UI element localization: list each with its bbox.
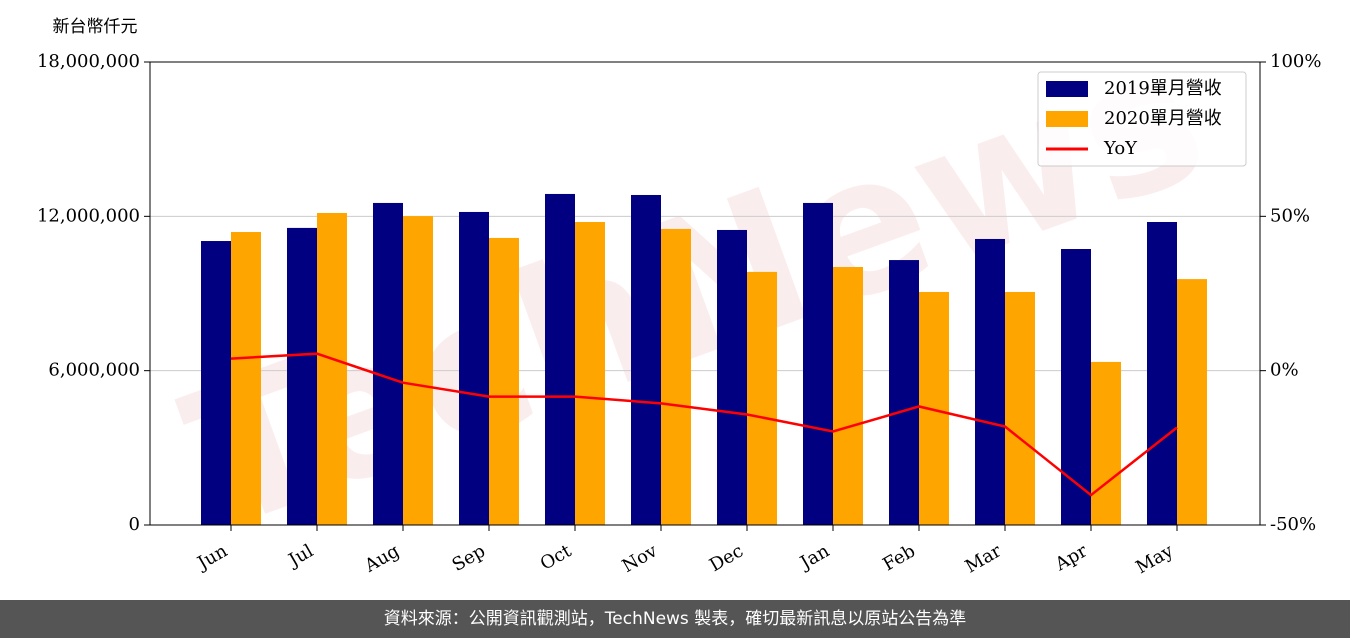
bar [231,232,261,525]
x-tick-label: Aug [360,540,403,577]
bar [459,211,489,525]
y2-tick-label: -50% [1270,514,1316,535]
x-tick-label: Feb [879,540,919,575]
x-tick-label: Jun [192,540,231,575]
bar [631,194,661,525]
x-tick-label: Dec [706,540,747,576]
x-tick-label: Sep [449,540,489,575]
bar [747,271,777,525]
legend-label: 2020單月營收 [1104,108,1222,129]
y-axis-label: 新台幣仟元 [53,17,138,37]
bar [803,202,833,526]
bar [317,212,347,525]
bar [287,227,317,526]
y-tick-label: 0 [129,514,140,535]
bar [1061,249,1091,525]
bar [717,229,747,525]
x-tick-label: Nov [619,540,662,577]
y-tick-label: 6,000,000 [48,360,140,381]
bar [545,193,575,525]
bar [1005,291,1035,525]
y2-tick-label: 0% [1270,360,1299,381]
x-tick-label: May [1132,540,1177,578]
bar [1147,221,1177,525]
bar [373,202,403,526]
legend-swatch [1046,81,1088,97]
footer: 資料來源：公開資訊觀測站，TechNews 製表，確切最新訊息以原站公告為準 [0,600,1350,638]
bar [661,228,691,525]
legend-label: 2019單月營收 [1104,78,1222,99]
legend-swatch [1046,111,1088,127]
bar [489,237,519,525]
y2-tick-label: 100% [1270,51,1321,72]
y2-tick-label: 50% [1270,205,1310,226]
x-tick-label: Mar [962,540,1006,577]
y-tick-label: 12,000,000 [37,205,140,226]
x-tick-label: Apr [1051,540,1091,575]
bar [575,221,605,525]
bar [1091,361,1121,525]
chart: 新台幣仟元 TechNews 06,000,00012,000,00018,00… [37,3,1322,578]
legend-box [1037,71,1247,167]
bar [975,238,1005,526]
legend-label: YoY [1103,138,1138,159]
y-tick-label: 18,000,000 [37,51,140,72]
bar [833,267,863,525]
x-tick-label: Jan [795,540,833,574]
x-tick-label: Oct [537,540,576,575]
plot-frame [149,61,1261,526]
bar [201,241,231,525]
bar [403,216,433,525]
line [230,352,1178,497]
bar [1177,279,1207,525]
bar [889,260,919,525]
